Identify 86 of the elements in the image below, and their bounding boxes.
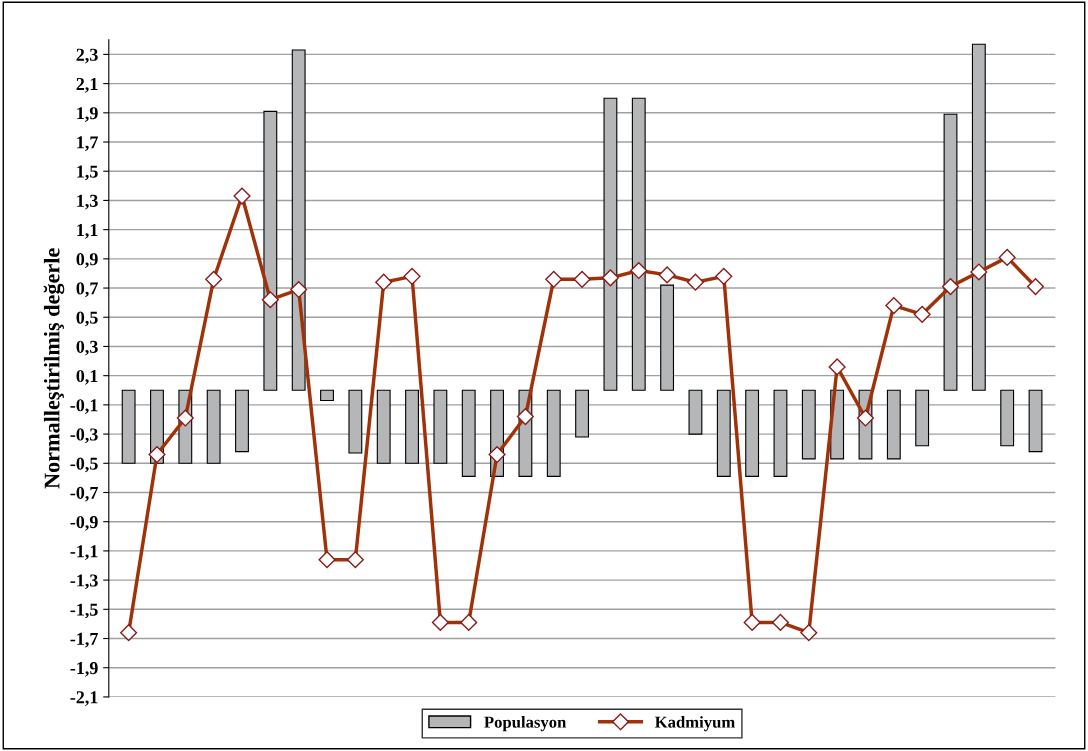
- point: [346, 551, 364, 569]
- bar: [603, 97, 618, 391]
- point: [375, 273, 393, 291]
- bar: [405, 389, 419, 464]
- y-tick-label: 2,3: [76, 48, 98, 64]
- bar: [801, 389, 816, 460]
- y-tick-label: 1,1: [77, 223, 98, 239]
- bar: [376, 389, 391, 464]
- point: [913, 305, 931, 323]
- legend-label: Kadmiyum: [654, 716, 735, 732]
- y-tick-label: -1,1: [70, 545, 98, 560]
- y-tick-label: -2,1: [70, 691, 98, 706]
- bar: [915, 389, 930, 447]
- bar: [263, 110, 278, 391]
- y-axis-title: Normalleştirilmiş değerle: [43, 248, 65, 489]
- point: [120, 624, 138, 642]
- legend-label: Populasyon: [484, 716, 567, 732]
- point: [1026, 278, 1045, 296]
- bar: [688, 389, 703, 435]
- y-tick-label: 0,7: [76, 282, 98, 298]
- bar: [1028, 389, 1043, 453]
- bar: [121, 389, 136, 464]
- y-tick-label: -0,7: [70, 486, 98, 502]
- y-tick-label: -1,5: [70, 603, 98, 619]
- bar: [575, 389, 590, 438]
- bar: [433, 389, 448, 464]
- point: [431, 613, 449, 632]
- bar: [348, 389, 363, 454]
- bar: [773, 389, 788, 477]
- bar: [206, 389, 221, 464]
- point: [941, 278, 960, 296]
- bar: [291, 49, 306, 391]
- point: [715, 267, 733, 285]
- point: [148, 445, 166, 464]
- y-tick-label: 0,5: [76, 311, 98, 327]
- point: [403, 267, 421, 285]
- point: [488, 445, 506, 464]
- y-tick-label: 0,9: [76, 253, 98, 268]
- bar: [631, 97, 646, 391]
- y-tick-label: -0,9: [70, 515, 98, 531]
- point: [516, 408, 534, 426]
- point: [743, 613, 761, 632]
- point: [545, 270, 563, 288]
- bar: [745, 389, 760, 477]
- y-tick-label: 1,3: [77, 194, 98, 210]
- y-tick-label: -0,5: [70, 457, 98, 473]
- y-tick-label: -1,3: [70, 574, 98, 590]
- point: [998, 248, 1016, 266]
- y-tick-label: -1,9: [70, 662, 98, 677]
- point: [290, 280, 308, 299]
- bar: [943, 113, 958, 391]
- y-tick-label: 2,1: [76, 77, 98, 93]
- y-tick-label: 1,5: [77, 165, 98, 181]
- point: [573, 270, 591, 288]
- bar: [971, 43, 986, 391]
- y-tick-label: -0,3: [70, 428, 98, 444]
- point: [261, 291, 279, 309]
- y-tick-label: -0,1: [70, 399, 98, 414]
- bar: [660, 284, 675, 391]
- point: [318, 551, 336, 569]
- bar: [716, 389, 731, 477]
- point: [885, 297, 903, 315]
- bar: [886, 389, 901, 460]
- bar: [1000, 389, 1015, 447]
- bar: [320, 389, 334, 402]
- point: [828, 358, 846, 376]
- point: [686, 273, 704, 291]
- point: [233, 187, 251, 205]
- point: [856, 409, 875, 427]
- point: [800, 624, 818, 642]
- bar: [546, 389, 561, 477]
- point: [630, 261, 648, 280]
- point: [771, 613, 790, 632]
- y-tick-label: 0,3: [76, 340, 98, 356]
- y-tick-label: -1,7: [70, 632, 98, 648]
- bar: [235, 389, 249, 453]
- y-tick-label: 1,9: [77, 107, 98, 122]
- point: [658, 266, 676, 284]
- y-tick-label: 0,1: [76, 369, 98, 385]
- y-tick-label: 1,7: [77, 136, 98, 152]
- point: [176, 409, 194, 427]
- point: [601, 269, 619, 287]
- bar: [461, 389, 476, 477]
- point: [970, 263, 988, 281]
- point: [205, 270, 223, 288]
- point: [460, 613, 478, 632]
